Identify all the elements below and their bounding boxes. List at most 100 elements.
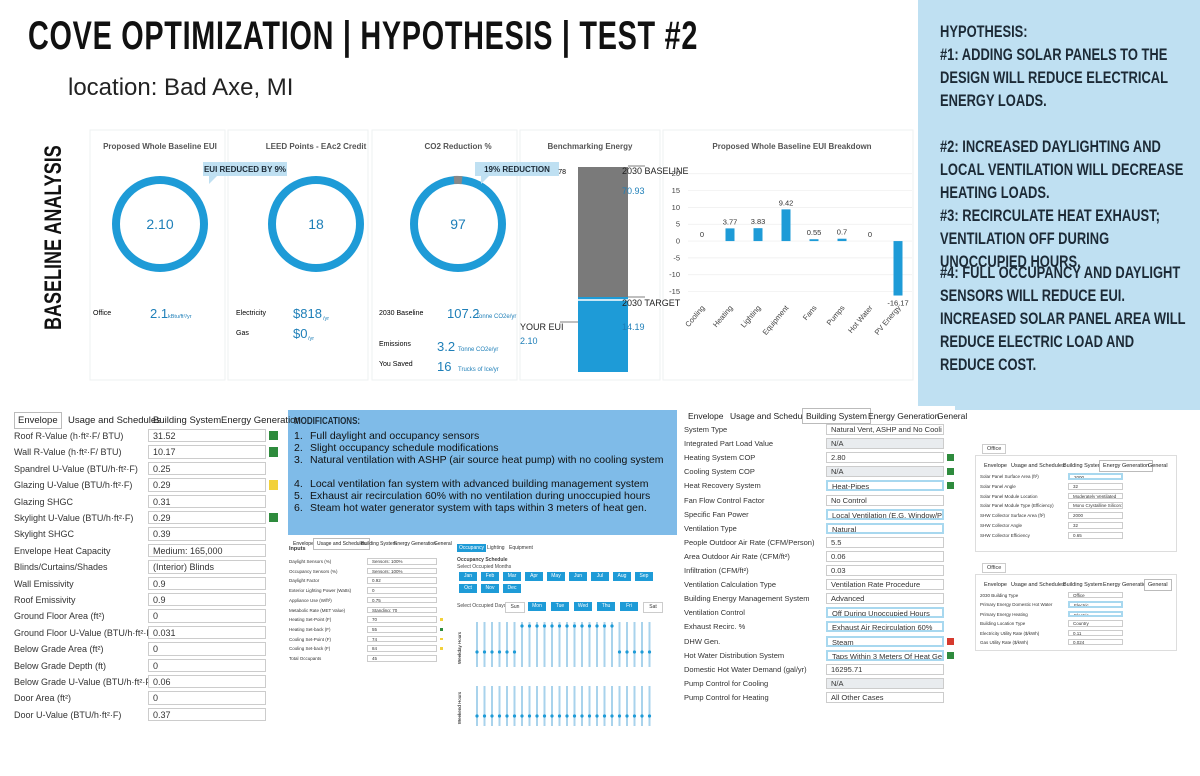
month-button: Aug [613,572,631,581]
slider-knob [475,650,479,654]
field-value: 70 [367,616,437,623]
label: Select Occupied Months [457,564,512,570]
status-flag [269,431,279,441]
gauge-blue [578,297,628,372]
field-value: Exhaust Air Recirculation 60% [826,621,944,633]
field-label: Pump Control for Cooling [684,678,769,688]
tab: General [1144,579,1172,591]
slider-knob [505,650,509,654]
bar-label: 0 [868,230,872,239]
card-title: Proposed Whole Baseline EUI Breakdown [712,142,871,151]
slider-knob [475,714,479,718]
bar-label: 0.55 [807,228,822,237]
energy-generation-form: Envelope Usage and Schedules Building Syst… [975,444,1177,552]
stat-label: Gas [236,330,249,337]
status-flag [269,447,279,457]
tab: Energy Generation [221,415,301,426]
stat-value: 107.2 [447,306,480,321]
field-label: Occupancy Sensors (%) [289,568,338,574]
slider-knob [535,624,539,628]
field-label: Roof Emissivity [14,595,76,605]
y-tick-label: -15 [669,287,680,296]
field-value: Medium: 165,000 [148,543,266,558]
slider-knob [497,714,502,718]
slider-knob [550,624,554,628]
slider-knob [512,714,517,718]
field-value: 32 [1068,482,1123,490]
tab: Energy Generation [868,411,940,421]
tab: General [937,411,968,421]
field-value: 0.29 [148,478,266,492]
day-button: Mon [528,602,546,611]
bar-label: 3.83 [751,217,766,226]
status-flag [947,482,955,490]
month-button: Jan [459,572,477,581]
month-button: Dec [503,584,521,593]
field-value: 0.75 [367,596,437,604]
month-button: Jul [591,572,609,581]
field-value: 74 [367,635,437,643]
section-tab: Office [982,563,1007,573]
field-value: 0.06 [148,675,266,689]
hypothesis-item: #3: RECIRCULATE HEAT EXHAUST; VENTILATIO… [940,206,1160,271]
field-label: Heating Set-back (F) [289,626,331,632]
day-button: Thu [597,602,615,611]
slider-knob [640,714,644,718]
donut-title: Proposed Whole Baseline EUI [103,142,217,151]
field-label: People Outdoor Air Rate (CFM/Person) [684,537,815,547]
callout [475,162,559,184]
field-label: SHW Collector Efficiency [980,532,1030,538]
modification-item: Natural ventilation with ASHP (air sourc… [310,454,664,466]
day-button: Sun [505,602,525,613]
modification-item: Local ventilation fan system with advanc… [310,478,649,490]
field-value: Advanced [826,593,944,605]
field-value: 2000 [1068,473,1123,480]
field-label: Skylight SHGC [14,529,75,540]
field-value: Office [1068,592,1123,599]
field-value: Moderately Ventilated [1068,492,1123,500]
day-button: Sat [643,602,663,613]
field-label: Envelope Heat Capacity [14,545,111,556]
month-button: Apr [525,572,543,581]
slider-knob [550,714,554,718]
modification-number: 5. [294,490,303,502]
field-value: No Control [826,494,944,506]
field-value: Local Ventilation (E.G. Window/P [826,508,944,520]
modification-item: Slight occupancy schedule modifications [310,442,499,454]
y-tick-label: -5 [673,253,680,262]
tab: Usage and Schedules [313,538,370,550]
field-value: Steam [826,635,944,647]
slider-knob [572,624,577,628]
field-label: Integrated Part Load Value [684,439,774,449]
stat-unit: Trucks of Ice/yr [458,367,499,373]
tab: General [1148,463,1168,469]
modification-item: Full daylight and occupancy sensors [310,430,480,442]
field-label: Blinds/Curtains/Shades [14,562,108,573]
field-label: SHW Collector Surface Area (ft²) [980,513,1046,519]
bar-label: 9.42 [779,198,794,207]
tab: Occupancy [457,544,487,552]
y-tick-label: 5 [676,220,680,229]
day-button: Tue [551,602,569,611]
field-label: Solar Panel Module Location [980,493,1038,499]
field-label: Exhaust Recirc. % [684,622,746,632]
field-value: 0 [148,691,266,705]
field-value: 0.25 [148,461,266,476]
field-value: Mono Crystalline Silicon: 0 [1068,502,1123,510]
modifications-panel: MODIFICATIONS: 1. Full daylight and occupa… [288,410,677,535]
bar-label: -16.17 [887,299,908,308]
field-value: 0.39 [148,527,266,541]
callout-text: 19% REDUCTION [484,165,550,174]
page-title: COVE OPTIMIZATION | HYPOTHESIS | TEST #2 [28,14,699,58]
gauge-gray [578,167,628,297]
slider-knob [640,650,644,654]
field-value: 0 [148,642,266,656]
status-flag [440,618,443,621]
hypothesis-item: #4: FULL OCCUPANCY AND DAYLIGHT SENSORS … [940,263,1186,374]
slider-knob [520,714,524,718]
gauge-label: YOUR EUI [520,322,564,332]
tab: Equipment [509,545,533,551]
slider-knob [595,714,599,718]
y-tick-label: 10 [672,203,680,212]
